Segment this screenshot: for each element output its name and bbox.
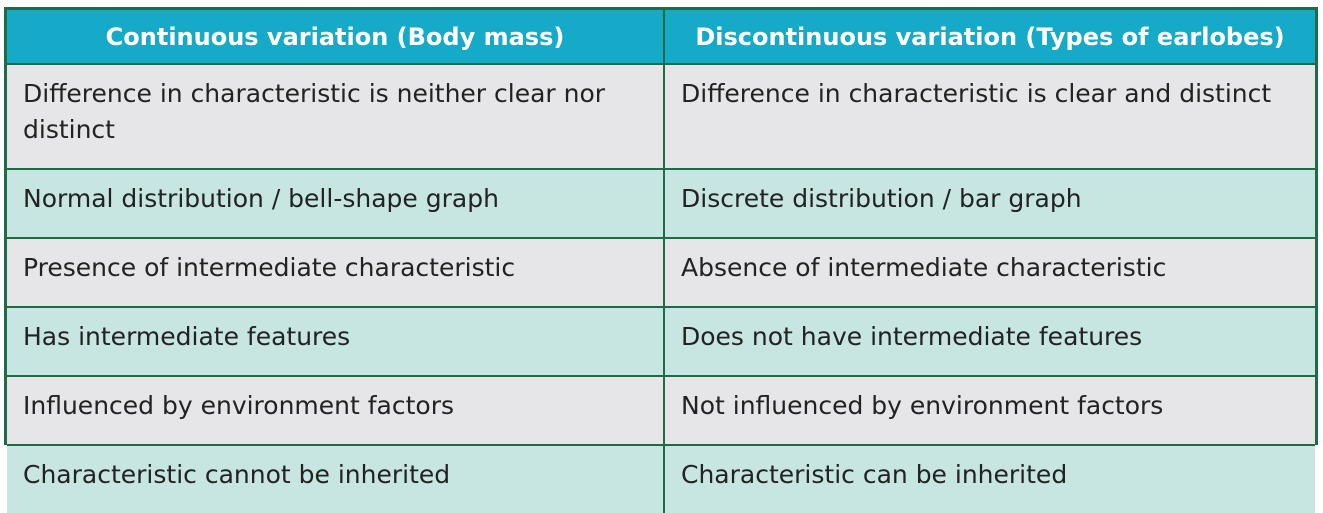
continuous-cell: Characteristic cannot be inherited [7, 444, 665, 513]
discontinuous-cell: Absence of intermediate characteristic [664, 237, 1315, 307]
discontinuous-cell: Difference in characteristic is clear an… [664, 63, 1315, 169]
discontinuous-cell: Discrete distribution / bar graph [664, 168, 1315, 238]
header-discontinuous-variation: Discontinuous variation (Types of earlob… [664, 10, 1315, 65]
table-row: Presence of intermediate characteristic … [7, 237, 1315, 307]
discontinuous-cell: Characteristic can be inherited [664, 444, 1315, 513]
discontinuous-cell: Not influenced by environment factors [664, 375, 1315, 445]
continuous-cell: Presence of intermediate characteristic [7, 237, 665, 307]
table-header-row: Continuous variation (Body mass) Discont… [7, 10, 1315, 65]
table-row: Difference in characteristic is neither … [7, 63, 1315, 169]
table-row: Characteristic cannot be inherited Chara… [7, 444, 1315, 513]
header-continuous-variation: Continuous variation (Body mass) [7, 10, 665, 65]
table-row: Has intermediate features Does not have … [7, 306, 1315, 376]
continuous-cell: Difference in characteristic is neither … [7, 63, 665, 169]
continuous-cell: Normal distribution / bell-shape graph [7, 168, 665, 238]
continuous-cell: Has intermediate features [7, 306, 665, 376]
table-row: Influenced by environment factors Not in… [7, 375, 1315, 445]
table-row: Normal distribution / bell-shape graph D… [7, 168, 1315, 238]
discontinuous-cell: Does not have intermediate features [664, 306, 1315, 376]
comparison-table: Continuous variation (Body mass) Discont… [7, 10, 1315, 513]
comparison-table-frame: Continuous variation (Body mass) Discont… [4, 7, 1318, 513]
continuous-cell: Influenced by environment factors [7, 375, 665, 445]
